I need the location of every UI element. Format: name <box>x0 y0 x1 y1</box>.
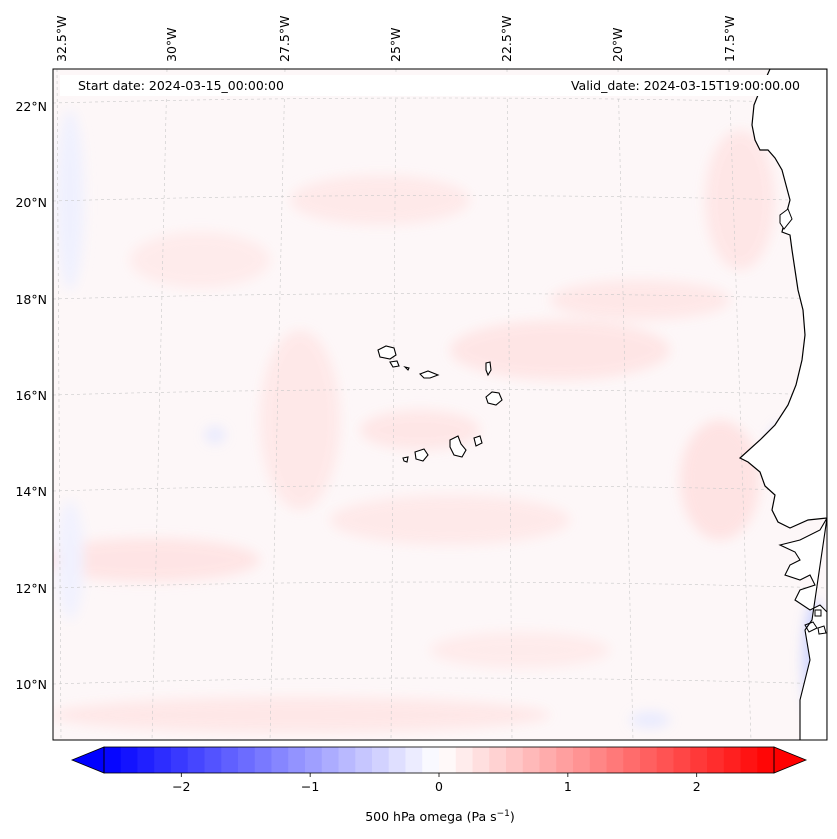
colorbar-tick-label: 2 <box>693 779 701 794</box>
colorbar-segment <box>137 747 155 773</box>
colorbar-segment <box>388 747 407 773</box>
bissagos-islands <box>804 609 827 635</box>
colorbar-segment <box>673 747 691 773</box>
lon-label: 25°W <box>388 27 403 62</box>
lat-label: 16°N <box>15 388 47 403</box>
colorbar-tick-label: −1 <box>301 779 319 794</box>
colorbar-segment <box>204 747 222 773</box>
colorbar-tick-label: −2 <box>172 779 190 794</box>
fogo <box>414 448 429 462</box>
boa-vista <box>485 391 503 406</box>
lat-label: 10°N <box>15 677 47 692</box>
colorbar-tick-label: 1 <box>564 779 572 794</box>
colorbar-segment <box>723 747 742 773</box>
colorbar-segment <box>757 747 775 773</box>
colorbar-segment <box>439 747 457 773</box>
colorbar-segment <box>522 747 541 773</box>
lon-label: 32.5°W <box>54 16 69 62</box>
colorbar-high-extension <box>773 746 808 774</box>
valid-date-label: Valid_date: 2024-03-15T19:00:00.00 <box>571 78 800 93</box>
colorbar-segment <box>539 747 557 773</box>
lon-label: 17.5°W <box>722 16 737 62</box>
colorbar-segment <box>104 747 122 773</box>
colorbar-segment <box>305 747 323 773</box>
header-band <box>60 75 814 96</box>
colorbar-segment <box>288 747 306 773</box>
graticule-lines <box>53 69 827 740</box>
colorbar-segment <box>640 747 658 773</box>
colorbar-segment <box>338 747 356 773</box>
colorbar-segment <box>740 747 758 773</box>
colorbar-segment <box>606 747 624 773</box>
lon-label: 20°W <box>610 27 625 62</box>
longitude-labels: 32.5°W 30°W 27.5°W 25°W 22.5°W 20°W 17.5… <box>54 16 737 62</box>
lat-label: 18°N <box>15 292 47 307</box>
lat-label: 22°N <box>15 99 47 114</box>
colorbar-segment <box>254 747 273 773</box>
colorbar-segment <box>171 747 189 773</box>
latitude-labels: 22°N 20°N 18°N 16°N 14°N 12°N 10°N <box>15 99 47 692</box>
lon-label: 27.5°W <box>277 16 292 62</box>
coast-detail <box>779 208 793 230</box>
omega-field <box>53 69 827 740</box>
colorbar-segment <box>187 747 206 773</box>
colorbar-segment <box>355 747 373 773</box>
colorbar-segment <box>321 747 340 773</box>
start-date-label: Start date: 2024-03-15_00:00:00 <box>78 78 284 93</box>
lat-label: 20°N <box>15 195 47 210</box>
colorbar-segment <box>238 747 256 773</box>
map-frame <box>52 68 828 741</box>
cape-verde-islands <box>377 345 503 463</box>
colorbar-tick-label: 0 <box>435 779 443 794</box>
colorbar-segment <box>489 747 507 773</box>
lat-label: 12°N <box>15 581 47 596</box>
colorbar-segment <box>120 747 139 773</box>
sal <box>485 361 492 377</box>
lon-label: 22.5°W <box>499 16 514 62</box>
colorbar-segments <box>104 747 775 773</box>
africa-coastline <box>738 69 827 529</box>
brava <box>402 456 409 463</box>
colorbar-segment <box>589 747 608 773</box>
africa-south-coast <box>778 517 827 740</box>
sao-vicente <box>389 360 400 368</box>
sao-nicolau <box>419 370 440 379</box>
colorbar: −2 −1 0 1 2 500 hPa omega (Pa s−1) <box>70 746 808 824</box>
colorbar-segment <box>656 747 675 773</box>
lon-label: 30°W <box>164 27 179 62</box>
colorbar-segment <box>707 747 725 773</box>
santa-luzia <box>403 365 410 371</box>
colorbar-segment <box>573 747 591 773</box>
colorbar-low-extension <box>70 746 105 774</box>
maio <box>473 435 483 447</box>
colorbar-ticks: −2 −1 0 1 2 <box>172 773 701 794</box>
colorbar-segment <box>506 747 524 773</box>
colorbar-segment <box>221 747 239 773</box>
colorbar-segment <box>455 747 474 773</box>
santiago <box>449 435 467 458</box>
colorbar-segment <box>372 747 390 773</box>
colorbar-segment <box>472 747 490 773</box>
colorbar-segment <box>623 747 641 773</box>
colorbar-segment <box>556 747 574 773</box>
colorbar-label: 500 hPa omega (Pa s−1) <box>365 809 515 824</box>
colorbar-segment <box>422 747 440 773</box>
colorbar-segment <box>405 747 423 773</box>
colorbar-segment <box>690 747 708 773</box>
lat-label: 14°N <box>15 484 47 499</box>
santo-antao <box>377 345 397 360</box>
colorbar-segment <box>154 747 172 773</box>
colorbar-segment <box>271 747 289 773</box>
